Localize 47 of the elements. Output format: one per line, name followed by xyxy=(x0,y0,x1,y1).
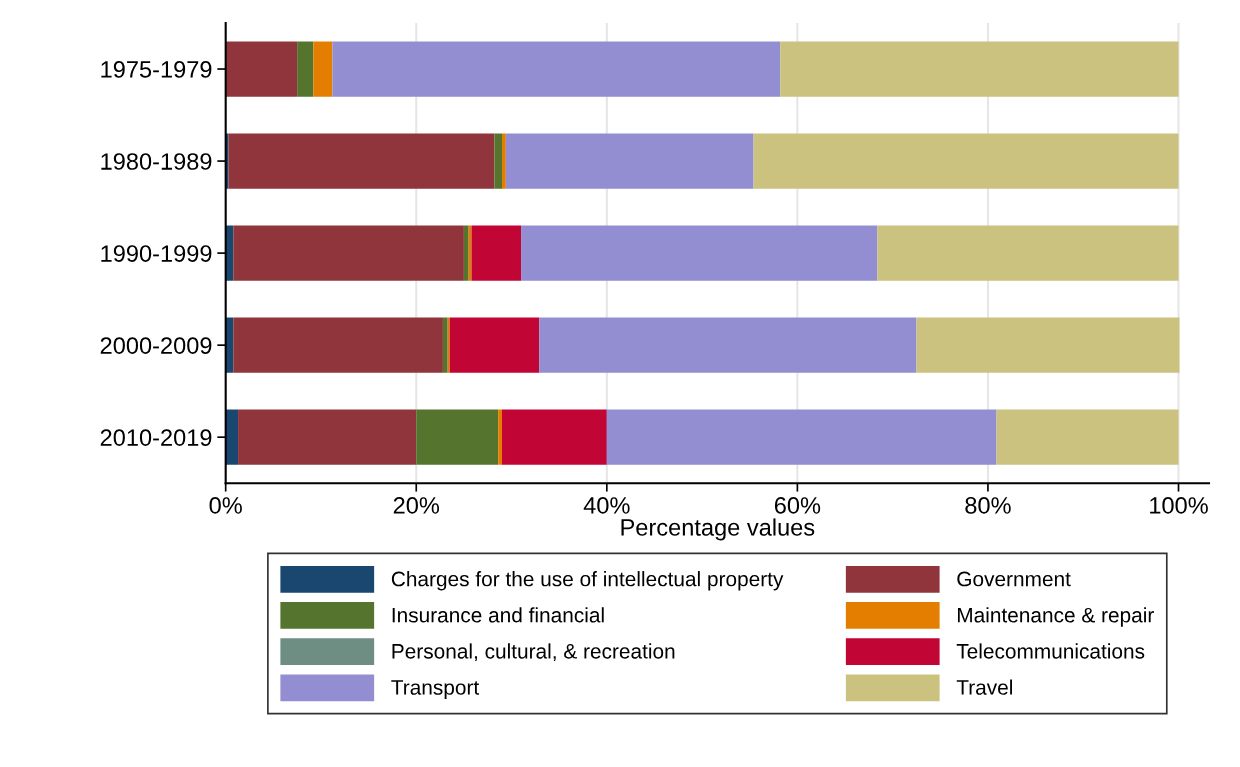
bar xyxy=(780,41,1179,97)
bar xyxy=(463,225,469,281)
legend-label: Insurance and financial xyxy=(392,607,604,623)
bar xyxy=(498,409,502,465)
bar xyxy=(225,41,298,97)
bar xyxy=(996,409,1179,465)
bar xyxy=(233,225,464,281)
bar xyxy=(233,317,443,373)
bar xyxy=(505,133,754,189)
x-tick-label: 80% xyxy=(965,497,1011,514)
bar xyxy=(442,317,448,373)
bar xyxy=(416,409,499,465)
bar xyxy=(228,133,495,189)
y-tick-label: 2000-2009 xyxy=(100,337,212,354)
x-tick-label: 20% xyxy=(393,497,440,514)
y-tick-label: 2010-2019 xyxy=(100,429,212,446)
bar xyxy=(332,41,781,97)
y-tick-label: 1990-1999 xyxy=(101,245,212,262)
x-axis-title: Percentage values xyxy=(621,518,815,541)
bar xyxy=(313,41,333,97)
bar xyxy=(521,225,878,281)
bar xyxy=(502,133,506,189)
x-tick-label: 0% xyxy=(209,497,242,514)
legend-label: Telecommunications xyxy=(956,643,1145,659)
legend-label: Transport xyxy=(391,680,480,699)
legend-label: Personal, cultural, & recreation xyxy=(392,643,675,662)
y-tick-label: 1980-1989 xyxy=(101,153,212,170)
bar xyxy=(753,133,1179,189)
x-tick-label: 40% xyxy=(583,497,630,514)
bar xyxy=(539,317,917,373)
y-tick-label: 1975-1979 xyxy=(101,61,212,78)
bar xyxy=(471,225,522,281)
legend-label: Charges for the use of intellectual property xyxy=(391,571,784,591)
bar xyxy=(502,409,607,465)
legend-label: Travel xyxy=(956,679,1012,695)
bar xyxy=(449,317,540,373)
bar xyxy=(916,317,1180,373)
bar xyxy=(877,225,1179,281)
bar xyxy=(606,409,997,465)
bar xyxy=(297,41,314,97)
legend-label: Government xyxy=(957,571,1071,587)
legend-label: Maintenance & repair xyxy=(957,607,1154,627)
x-tick-label: 100% xyxy=(1150,497,1208,514)
bar xyxy=(494,133,502,189)
x-tick-label: 60% xyxy=(774,497,821,514)
bar xyxy=(238,409,417,465)
bar xyxy=(468,225,472,281)
